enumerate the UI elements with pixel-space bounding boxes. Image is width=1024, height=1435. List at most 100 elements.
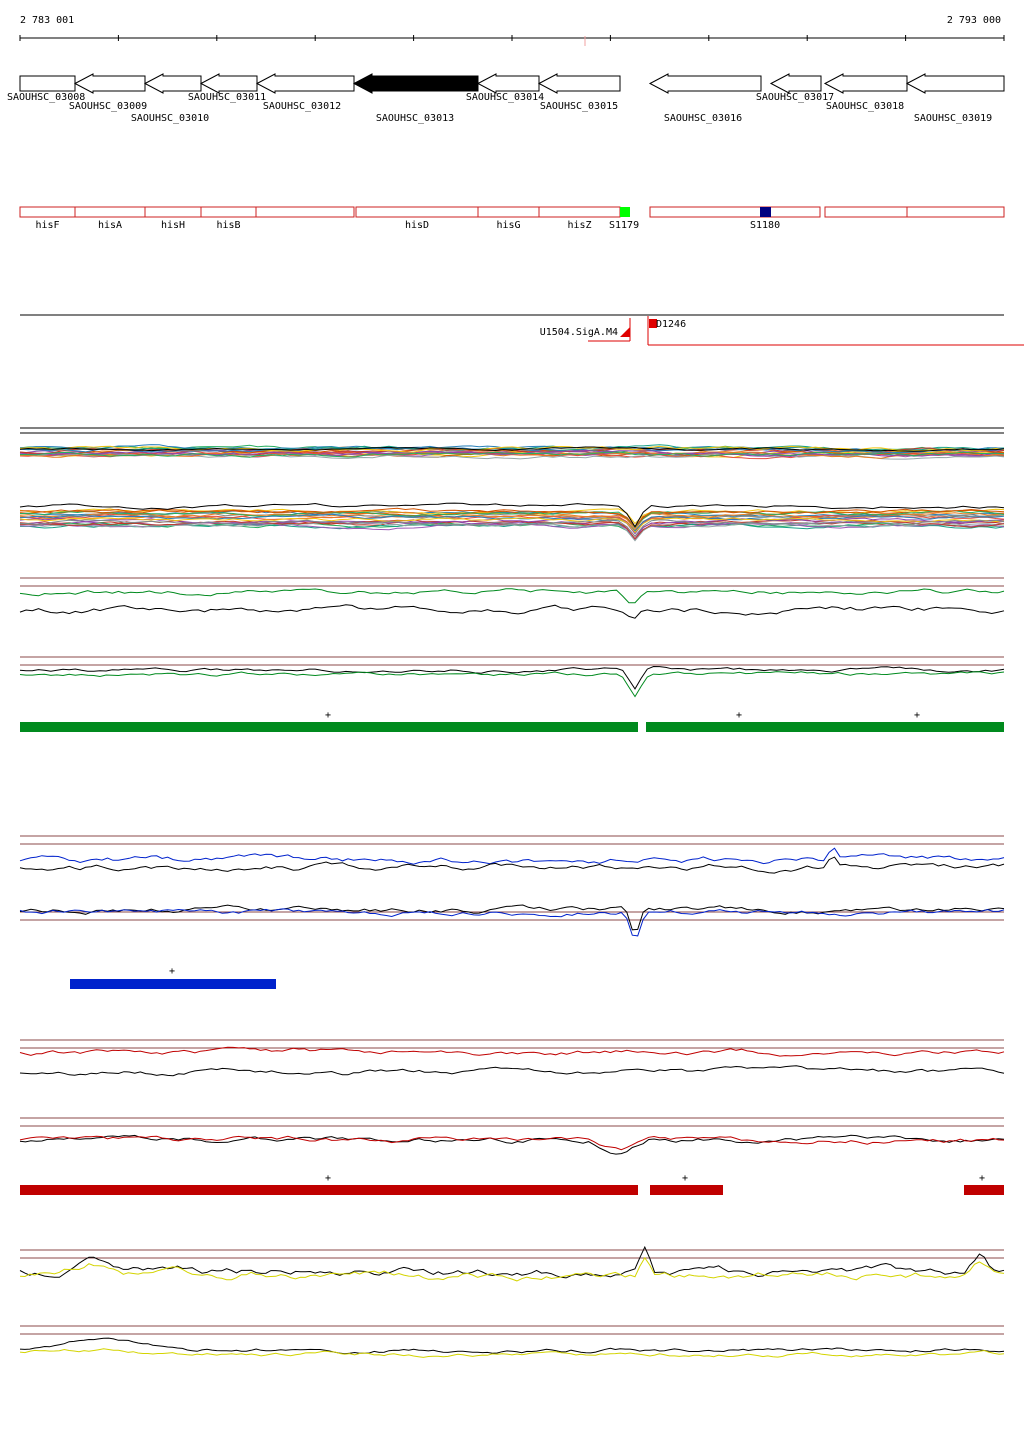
annotation-label: hisA: [98, 220, 122, 231]
annotation-label: hisZ: [567, 220, 591, 231]
feature-label-u1504: U1504.SigA.M4: [540, 327, 618, 338]
signal-line: [19, 519, 1005, 540]
signal-line: [19, 510, 1005, 529]
signal-line: [19, 508, 1004, 529]
annotation-box[interactable]: [74, 206, 146, 218]
gene-label: SAOUHSC_03018: [826, 101, 904, 112]
gene-label: SAOUHSC_03015: [540, 101, 618, 112]
annotation-label: hisG: [496, 220, 520, 231]
signal-line: [19, 451, 1005, 459]
signal-line: [19, 908, 1005, 937]
signal-line: [19, 451, 1005, 458]
gene-arrow-saouhsc_03008[interactable]: [19, 75, 76, 92]
gene-arrow-saouhsc_03017[interactable]: [769, 73, 822, 94]
segment-strand-marker: +: [682, 1173, 688, 1184]
segment-strand-marker: +: [325, 1173, 331, 1184]
signal-line: [19, 1245, 1005, 1279]
annotation-box[interactable]: [906, 206, 1005, 218]
annotation-box[interactable]: [355, 206, 479, 218]
signal-line: [19, 847, 1005, 865]
gene-arrow-saouhsc_03009[interactable]: [73, 73, 146, 94]
gene-arrow-saouhsc_03014[interactable]: [476, 73, 540, 94]
signal-line: [19, 507, 1005, 528]
signal-line: [19, 1256, 1005, 1282]
annotation-box[interactable]: [144, 206, 202, 218]
gene-label: SAOUHSC_03009: [69, 101, 147, 112]
segment-strand-marker: +: [736, 710, 742, 721]
signal-line: [19, 604, 1005, 619]
annotation-box[interactable]: [200, 206, 257, 218]
signal-line: [19, 519, 1005, 537]
gene-arrow-saouhsc_03010[interactable]: [143, 73, 202, 94]
feature-label-d1246: D1246: [656, 319, 686, 330]
signal-line: [19, 665, 1005, 690]
segment-strand-marker: +: [325, 710, 331, 721]
signal-line: [19, 1135, 1005, 1151]
annotation-box[interactable]: [649, 206, 821, 218]
signal-line: [19, 904, 1005, 931]
end-coordinate: 2 793 000: [947, 15, 1001, 26]
signal-line: [19, 513, 1005, 532]
gene-label: SAOUHSC_03013: [376, 113, 454, 124]
ruler-ticks: [19, 35, 1005, 41]
marker-label: S1179: [609, 220, 639, 231]
signal-line: [19, 1348, 1005, 1358]
gene-label: SAOUHSC_03017: [756, 92, 834, 103]
segment-bar[interactable]: [646, 722, 1004, 732]
segment-strand-marker: +: [914, 710, 920, 721]
marker-label: S1180: [750, 220, 780, 231]
annotation-box[interactable]: [477, 206, 540, 218]
segment-bar[interactable]: [964, 1185, 1004, 1195]
signal-line: [19, 446, 1005, 452]
signal-line: [19, 856, 1005, 874]
signal-tracks: [19, 427, 1005, 1358]
annotation-track: hisF hisA hisH hisB hisD hisG hisZ S1179 S1180: [19, 206, 1005, 231]
annotation-label: hisH: [161, 220, 185, 231]
gene-arrow-saouhsc_03019[interactable]: [905, 73, 1005, 94]
feature-track: U1504.SigA.M4 D1246: [20, 314, 1024, 346]
signal-line: [19, 517, 1005, 534]
signal-line: [19, 1065, 1005, 1077]
marker-s1180[interactable]: [760, 207, 771, 217]
gene-arrow-saouhsc_03018[interactable]: [823, 73, 908, 94]
annotation-box[interactable]: [19, 206, 76, 218]
annotation-box[interactable]: [538, 206, 621, 218]
coordinate-ruler: 2 783 001 2 793 000: [19, 15, 1005, 46]
annotation-label: hisF: [35, 220, 59, 231]
marker-s1179[interactable]: [620, 207, 630, 217]
signal-line: [19, 445, 1005, 454]
segment-bar[interactable]: [70, 979, 276, 989]
gene-label: SAOUHSC_03016: [664, 113, 742, 124]
gene-arrow-saouhsc_03011[interactable]: [199, 73, 258, 94]
segment-bar[interactable]: [20, 1185, 638, 1195]
gene-label: SAOUHSC_03019: [914, 113, 992, 124]
gene-label: SAOUHSC_03010: [131, 113, 209, 124]
signal-line: [19, 671, 1005, 698]
signal-line: [19, 1337, 1005, 1355]
segment-strand-marker: +: [169, 966, 175, 977]
gene-arrow-saouhsc_03016[interactable]: [648, 73, 762, 94]
gene-arrow-saouhsc_03013[interactable]: [352, 73, 479, 94]
gene-label: SAOUHSC_03011: [188, 92, 266, 103]
annotation-label: hisB: [216, 220, 240, 231]
gene-label: SAOUHSC_03012: [263, 101, 341, 112]
signal-line: [19, 588, 1005, 604]
gene-label: SAOUHSC_03014: [466, 92, 544, 103]
segment-bars: + + + + + + +: [20, 710, 1004, 1195]
signal-line: [19, 1134, 1005, 1155]
annotation-box[interactable]: [824, 206, 908, 218]
segment-bar[interactable]: [650, 1185, 723, 1195]
gene-label: SAOUHSC_03008: [7, 92, 85, 103]
signal-line: [19, 522, 1005, 542]
segment-strand-marker: +: [979, 1173, 985, 1184]
gene-arrow-saouhsc_03012[interactable]: [255, 73, 355, 94]
annotation-label: hisD: [405, 220, 429, 231]
start-coordinate: 2 783 001: [20, 15, 74, 26]
segment-bar[interactable]: [20, 722, 638, 732]
signal-line: [19, 502, 1005, 528]
signal-line: [19, 1046, 1005, 1057]
annotation-box[interactable]: [255, 206, 355, 218]
gene-arrow-saouhsc_03015[interactable]: [537, 73, 621, 94]
